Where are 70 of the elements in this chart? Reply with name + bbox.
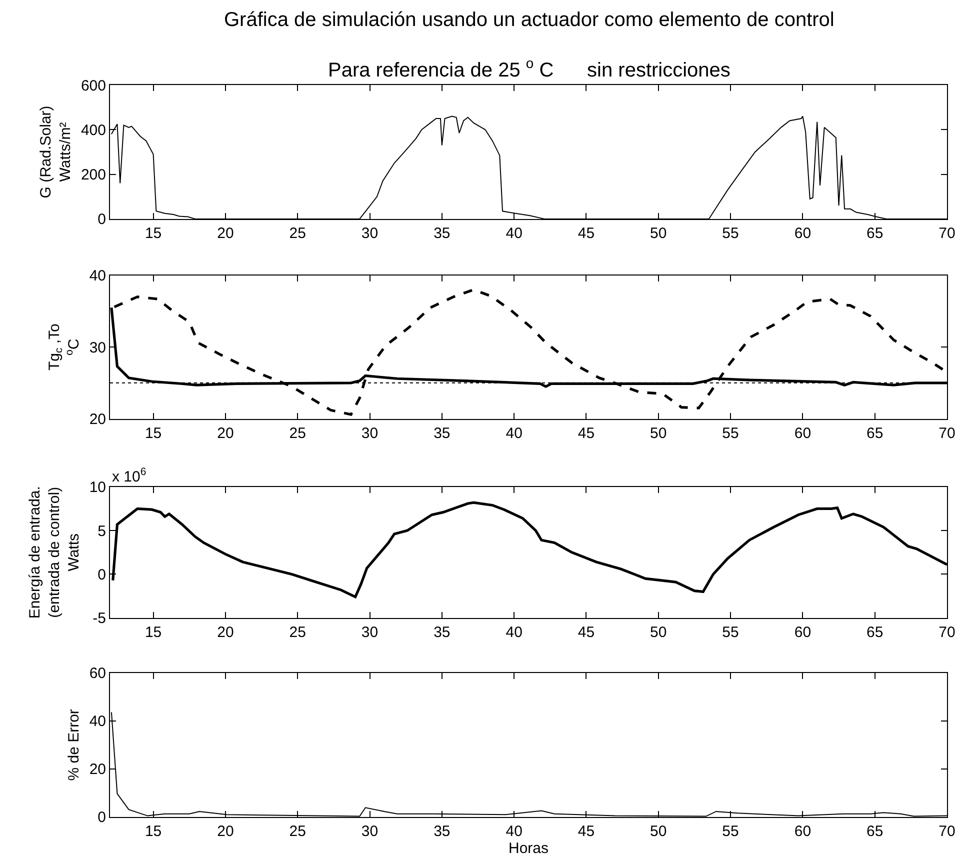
y-tick-label: 10 (89, 479, 106, 496)
x-tick-label: 65 (866, 424, 884, 442)
y-axis-title: G (Rad.Solar) Watts/m² (38, 106, 74, 198)
y-tick-label: 40 (89, 268, 106, 285)
x-axis-title: Horas (508, 840, 549, 857)
x-tick-label: 20 (217, 224, 234, 242)
chart-title: Gráfica de simulación usando un actuador como elemento de control (224, 9, 834, 31)
y-tick-label: 400 (80, 122, 106, 139)
x-tick-label: 70 (938, 823, 956, 840)
x-tick-label: 20 (217, 424, 234, 442)
x-tick-label: 65 (866, 624, 884, 641)
y-axis-title: % de Error (66, 709, 83, 781)
x-tick-label: 15 (144, 224, 162, 242)
x-tick-label: 20 (217, 823, 234, 840)
x-tick-label: 40 (506, 224, 522, 242)
x-tick-label: 65 (866, 224, 884, 242)
x-tick-label: 70 (938, 224, 956, 242)
x-tick-label: 45 (578, 823, 595, 840)
x-tick-label: 55 (722, 424, 739, 442)
y-tick-label: 200 (80, 166, 106, 184)
x-tick-label: 40 (506, 823, 522, 840)
y-tick-label: 30 (89, 339, 106, 356)
x-tick-label: 50 (650, 624, 667, 641)
x-tick-label: 30 (361, 424, 378, 442)
x-tick-label: 60 (794, 624, 812, 641)
y-tick-label: 40 (89, 713, 106, 730)
x-tick-label: 30 (361, 823, 378, 840)
x-tick-label: 70 (938, 624, 956, 641)
y-tick-label: 20 (89, 411, 106, 428)
x-tick-label: 45 (578, 624, 595, 641)
x-tick-label: 40 (506, 424, 522, 442)
x-tick-label: 60 (794, 224, 812, 242)
x-tick-label: 25 (289, 624, 306, 641)
x-tick-label: 55 (722, 624, 739, 641)
x-tick-label: 15 (144, 424, 162, 442)
x-tick-label: 50 (650, 823, 667, 840)
x-tick-label: 30 (361, 624, 378, 641)
x-tick-label: 55 (722, 224, 739, 242)
x-tick-label: 25 (289, 823, 306, 840)
y-tick-label: 20 (89, 761, 106, 778)
x-tick-label: 15 (144, 624, 162, 641)
y-tick-label: 0 (98, 566, 106, 584)
x-tick-label: 60 (794, 424, 812, 442)
x-tick-label: 60 (794, 823, 812, 840)
y-tick-label: 600 (80, 77, 106, 94)
x-tick-label: 15 (144, 823, 162, 840)
y-axis-title: Energía de entrada. (entrada de control) Watts (26, 486, 83, 619)
x-tick-label: 35 (434, 424, 450, 442)
text: x 10$^{6}$ (112, 466, 146, 486)
y-tick-label: -5 (92, 610, 106, 628)
x-tick-label: 35 (434, 823, 450, 840)
chart-subtitle: Para referencia de 25 $^{o}$ C sin restricciones (328, 55, 730, 82)
x-tick-label: 40 (506, 624, 522, 641)
x-tick-label: 55 (722, 823, 739, 840)
x-tick-label: 45 (578, 224, 595, 242)
y-tick-label: 5 (98, 522, 106, 540)
x-tick-label: 20 (217, 624, 234, 641)
x-tick-label: 50 (650, 424, 667, 442)
x-tick-label: 35 (434, 624, 450, 641)
y-tick-label: 0 (98, 211, 106, 228)
x-tick-label: 30 (361, 224, 378, 242)
x-tick-label: 70 (938, 424, 956, 442)
x-tick-label: 25 (289, 424, 306, 442)
x-tick-label: 50 (650, 224, 667, 242)
x-tick-label: 25 (289, 224, 306, 242)
x-tick-label: 35 (434, 224, 450, 242)
x-tick-label: 65 (866, 823, 884, 840)
y-tick-label: 60 (89, 665, 106, 682)
x-tick-label: 45 (578, 424, 595, 442)
y-tick-label: 0 (98, 809, 106, 826)
